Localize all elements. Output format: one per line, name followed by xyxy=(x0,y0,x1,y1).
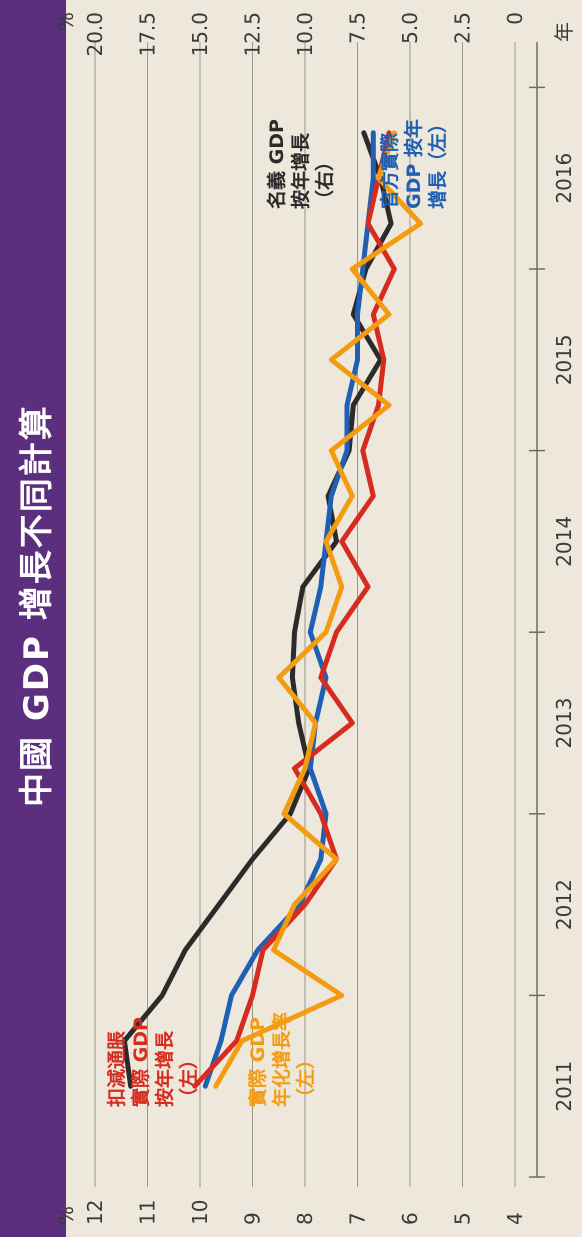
right-tick-label: 7.5 xyxy=(346,12,370,44)
legend-official-real-line-2: GDP 按年 xyxy=(403,119,425,209)
legend-real-annualized-line-3: （左） xyxy=(295,1049,317,1107)
legend-official-real: 官方實際 GDP 按年 增長（左） xyxy=(378,114,450,209)
legend-real-annualized-line-1: 實際 GDP xyxy=(247,1017,269,1107)
x-tick-label: 2015 xyxy=(552,334,576,385)
left-tick-label: 9 xyxy=(241,1212,265,1225)
left-tick-label: 11 xyxy=(136,1200,160,1225)
legend-deflated-real-line-4: （左） xyxy=(178,1049,200,1107)
legend-official-real-line-1: 官方實際 xyxy=(379,132,401,209)
left-tick-label: 10 xyxy=(188,1200,212,1225)
right-tick-label: 10.0 xyxy=(293,12,317,57)
legend-real-annualized-line-2: 年化增長率 xyxy=(271,1011,293,1107)
line-official-real-gdp xyxy=(202,130,376,1089)
x-tick-label: 2016 xyxy=(552,153,576,204)
legend-real-annualized: 實際 GDP 年化增長率 （左） xyxy=(246,1012,318,1107)
legend-nominal-line-1: 名義 GDP xyxy=(266,119,288,209)
legend-nominal: 名義 GDP 按年增長 （右） xyxy=(265,119,337,209)
left-tick-label: 5 xyxy=(451,1212,475,1225)
right-tick-label: 12.5 xyxy=(241,12,265,57)
legend-deflated-real-line-3: 按年增長 xyxy=(154,1030,176,1107)
legend-deflated-real-line-1: 扣減通脹 xyxy=(106,1030,128,1107)
right-tick-label: 0 xyxy=(503,12,527,25)
left-unit-label: % xyxy=(54,1206,78,1225)
legend-nominal-line-3: （右） xyxy=(314,151,336,209)
x-tick-label: 2011 xyxy=(552,1061,576,1112)
right-tick-label: 17.5 xyxy=(136,12,160,57)
x-tick-label: 2012 xyxy=(552,879,576,930)
left-tick-label: 12 xyxy=(83,1200,107,1225)
right-unit-label: % xyxy=(54,12,78,31)
x-tick-label: 2013 xyxy=(552,698,576,749)
line-real-annualized-gdp xyxy=(213,130,423,1089)
legend-nominal-line-2: 按年增長 xyxy=(290,132,312,209)
left-tick-label: 8 xyxy=(293,1212,317,1225)
x-tick-label: 2014 xyxy=(552,516,576,567)
left-tick-label: 7 xyxy=(346,1212,370,1225)
left-tick-label: 4 xyxy=(503,1212,527,1225)
left-tick-label: 6 xyxy=(398,1212,422,1225)
x-axis-label: 年 xyxy=(552,22,576,42)
right-tick-label: 20.0 xyxy=(83,12,107,57)
right-tick-label: 15.0 xyxy=(188,12,212,57)
legend-official-real-line-3: 增長（左） xyxy=(427,113,449,209)
right-tick-label: 5.0 xyxy=(398,12,422,44)
legend-deflated-real: 扣減通脹 實際 GDP 按年增長 （左） xyxy=(105,1017,201,1107)
right-tick-label: 2.5 xyxy=(451,12,475,44)
legend-deflated-real-line-2: 實際 GDP xyxy=(130,1017,152,1107)
